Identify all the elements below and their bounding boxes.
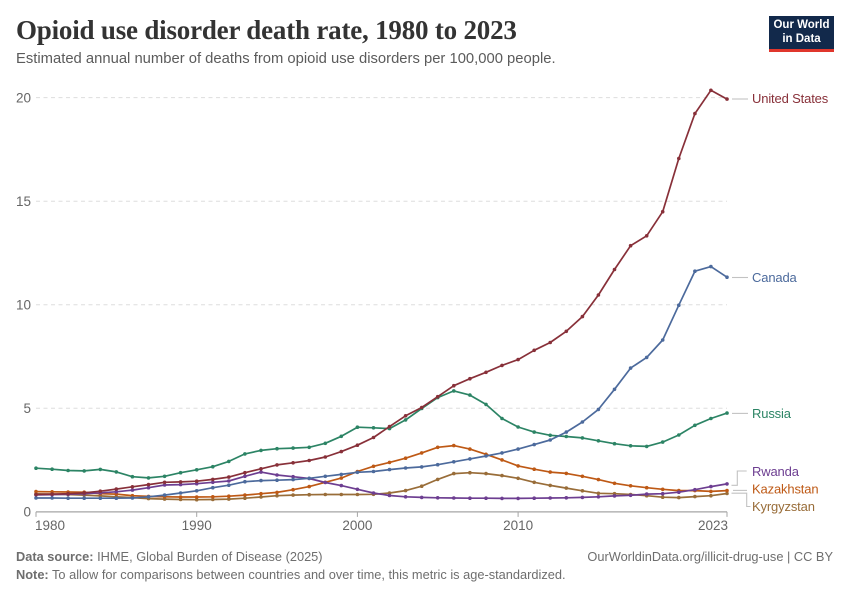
svg-text:Russia: Russia xyxy=(752,406,792,421)
svg-text:2010: 2010 xyxy=(503,518,533,533)
svg-text:Rwanda: Rwanda xyxy=(752,464,800,479)
svg-text:United States: United States xyxy=(752,91,829,106)
svg-text:0: 0 xyxy=(23,505,31,520)
svg-text:2023: 2023 xyxy=(698,518,728,533)
svg-text:5: 5 xyxy=(23,401,31,416)
svg-text:1990: 1990 xyxy=(182,518,212,533)
svg-text:20: 20 xyxy=(16,90,31,105)
svg-text:1980: 1980 xyxy=(35,518,65,533)
svg-text:15: 15 xyxy=(16,194,31,209)
svg-text:10: 10 xyxy=(16,298,31,313)
svg-text:Kazakhstan: Kazakhstan xyxy=(752,482,818,497)
svg-text:Canada: Canada xyxy=(752,270,798,285)
svg-text:Kyrgyzstan: Kyrgyzstan xyxy=(752,499,815,514)
svg-text:2000: 2000 xyxy=(342,518,372,533)
